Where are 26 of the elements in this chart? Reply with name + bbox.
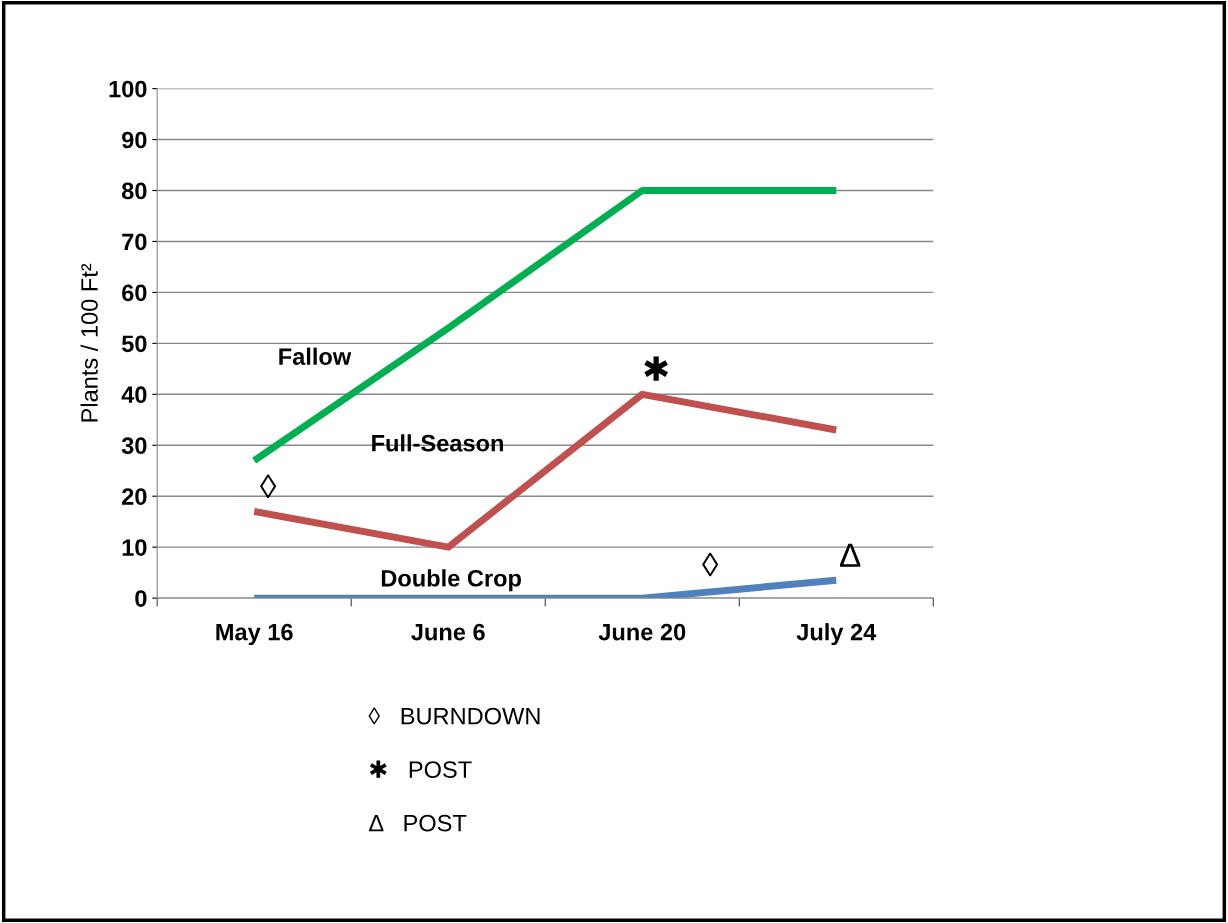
y-tick-label: 50: [121, 335, 147, 353]
text: Δ POST: [369, 814, 467, 832]
text: ✱ POST: [369, 760, 472, 778]
series-label: Full-Season: [372, 434, 503, 452]
y-tick-label: 70: [122, 233, 147, 251]
y-tick-label: 80: [121, 182, 147, 200]
y-tick-label: 20: [122, 488, 147, 505]
x-tick-label: July 24: [796, 623, 877, 646]
text: ◊ BURNDOWN: [368, 707, 540, 725]
series-label: Double Crop: [381, 569, 521, 592]
y-tick-label: 10: [122, 539, 147, 556]
x-tick-label: June 20: [598, 623, 686, 641]
y-tick-label: 60: [122, 284, 147, 302]
x-tick-label: May 16: [216, 623, 293, 646]
y-axis-title: Plants / 100 Ft²: [80, 263, 98, 422]
y-tick-label: 90: [122, 131, 147, 149]
y-tick-label: 40: [121, 386, 147, 404]
annotation: ✱: [644, 356, 668, 381]
annotation: ◊: [702, 552, 719, 577]
series-label: Fallow: [279, 347, 352, 365]
y-tick-label: 30: [121, 437, 147, 455]
y-tick-label: 100: [109, 80, 147, 98]
annotation: ◊: [259, 474, 277, 498]
y-tick-label: 0: [135, 590, 147, 607]
x-tick-label: June 6: [411, 623, 485, 641]
annotation: Δ: [840, 543, 861, 567]
